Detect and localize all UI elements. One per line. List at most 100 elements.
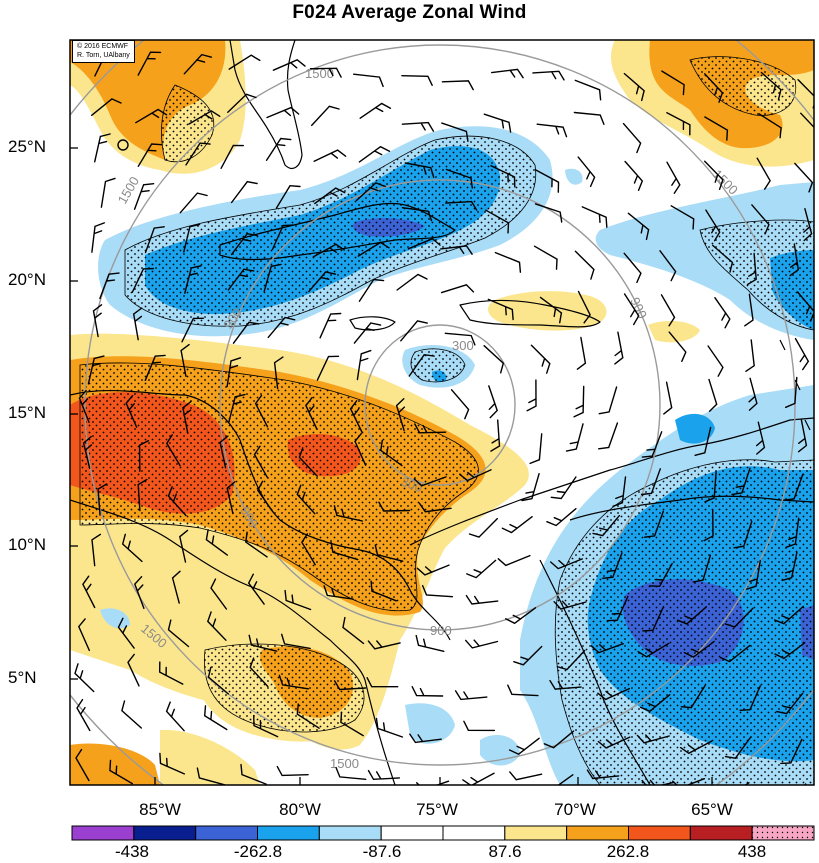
wind-barb — [533, 245, 558, 270]
wind-barb — [82, 435, 93, 469]
wind-barb — [421, 584, 454, 598]
wind-barb — [614, 331, 624, 365]
colorbar-swatch — [628, 825, 691, 841]
wind-barb — [266, 106, 300, 119]
wind-barb — [704, 160, 724, 190]
wind-barb — [196, 767, 226, 785]
colorbar-swatch — [195, 825, 259, 841]
wind-barb — [133, 576, 145, 610]
wind-barb — [501, 516, 533, 534]
wind-barb — [253, 445, 268, 478]
wind-barb — [550, 476, 577, 500]
wind-barb — [751, 204, 770, 235]
wind-barb — [380, 439, 403, 467]
wind-barb — [132, 307, 143, 341]
wind-barb — [546, 508, 577, 527]
wind-barb — [220, 144, 244, 169]
wind-barb — [598, 422, 619, 450]
wind-barb — [441, 80, 474, 91]
wind-barb — [401, 75, 433, 86]
wind-barb — [248, 634, 278, 652]
wind-barb — [640, 468, 661, 496]
wind-barb — [773, 605, 804, 625]
wind-barb — [797, 79, 814, 109]
wind-barb — [679, 740, 713, 755]
colorbar-swatch — [318, 825, 382, 841]
wind-barb — [724, 736, 752, 759]
wind-barb — [565, 423, 584, 452]
hispaniola-coast — [459, 299, 601, 328]
wind-barb — [91, 222, 105, 253]
wind-barb — [577, 290, 591, 324]
wind-barb — [411, 686, 444, 697]
colombia-coast — [409, 417, 814, 546]
wind-barb — [265, 137, 292, 161]
wind-barb — [171, 570, 181, 604]
wind-barb — [349, 400, 363, 433]
wind-barb — [803, 208, 813, 242]
wind-barb — [74, 663, 95, 693]
wind-barb — [158, 661, 184, 685]
colorbar-swatch — [442, 825, 506, 841]
wind-barb — [573, 385, 585, 418]
wind-barb — [724, 607, 754, 628]
wind-barb — [612, 476, 627, 507]
wind-barb — [441, 122, 469, 142]
wind-barb — [77, 618, 90, 652]
wind-barb — [226, 357, 242, 388]
wind-barb — [207, 666, 229, 695]
wind-barb — [137, 143, 163, 167]
wind-barb — [639, 694, 671, 713]
lon-label: 80°W — [279, 800, 321, 819]
wind-barb — [400, 320, 428, 342]
colorbar-swatch — [257, 825, 320, 841]
wind-barb — [340, 711, 364, 737]
wind-barb — [165, 434, 181, 467]
contour-1500 — [84, 44, 796, 766]
wind-barb — [298, 447, 318, 477]
wind-barb — [445, 168, 473, 189]
wind-barb — [574, 79, 602, 101]
colorbar-label: -262.8 — [233, 842, 283, 861]
wind-barb — [714, 297, 731, 329]
wind-barb — [660, 294, 676, 327]
wind-barb — [247, 573, 265, 605]
lon-label: 75°W — [416, 800, 458, 819]
wind-barb — [358, 145, 391, 163]
contour-label: 300 — [399, 474, 425, 496]
wind-barb — [543, 730, 575, 749]
wind-barb — [91, 533, 102, 567]
wind-barb — [509, 771, 543, 781]
wind-barb — [780, 738, 803, 765]
wind-barb — [375, 717, 404, 738]
wind-barb — [663, 381, 673, 415]
wind-barb — [704, 471, 717, 503]
wind-barb — [468, 517, 498, 538]
wind-barb — [121, 533, 143, 563]
wind-barb — [370, 580, 397, 602]
wind-barb — [205, 529, 228, 556]
wind-barb — [440, 284, 475, 294]
wind-barb — [100, 177, 116, 208]
contour-label: 1500 — [330, 756, 359, 771]
wind-barb — [462, 772, 495, 785]
wind-barb — [354, 432, 367, 466]
wind-barb — [692, 554, 712, 583]
wind-barb — [263, 263, 282, 293]
wind-barb — [308, 271, 337, 293]
wind-barb — [125, 394, 138, 428]
wind-barb — [227, 93, 257, 113]
wind-barb — [415, 634, 445, 652]
wind-barb — [465, 639, 499, 649]
wind-barb — [550, 558, 583, 570]
wind-barb — [210, 578, 228, 610]
wind-barb — [712, 244, 734, 273]
wind-barb — [137, 51, 162, 76]
wind-barb — [785, 376, 798, 408]
colorbar-label: 262.8 — [606, 842, 650, 861]
wind-barb — [494, 251, 522, 273]
southwest-corner-orange — [70, 743, 160, 785]
wind-barb — [395, 398, 406, 432]
wind-barb — [203, 705, 228, 731]
wind-barb — [87, 355, 105, 385]
